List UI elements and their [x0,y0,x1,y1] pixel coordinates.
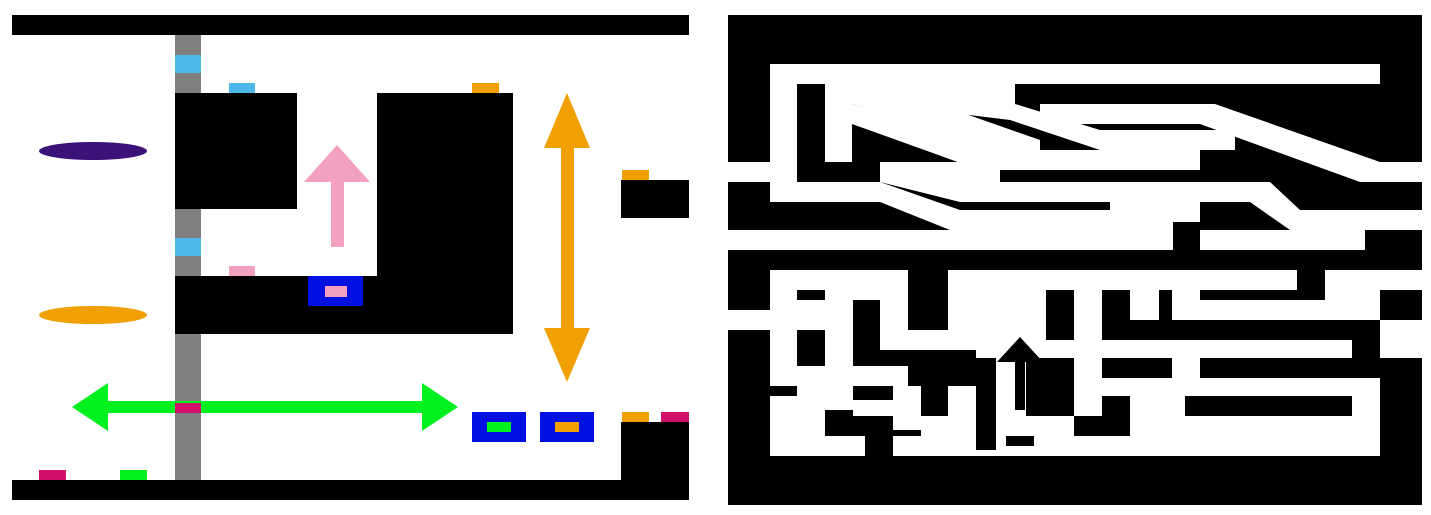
floor-wall [12,480,689,500]
orange-marker-bottom [622,412,649,422]
right-maze-panel [700,0,1431,515]
orange-marker-top [472,83,499,93]
arrow-up-icon [304,145,370,247]
cyan-marker-top [229,83,255,93]
portal-ellipse-icon[interactable] [39,142,147,160]
orange-key [555,422,579,432]
portal-ellipse-icon[interactable] [39,306,147,324]
green-marker-floor [120,470,147,480]
maze-walls [797,222,1352,456]
maze-canvas [728,15,1422,505]
left-level-panel [0,0,700,515]
magenta-marker-bottom-right [661,412,689,422]
orange-marker-ledge [622,170,649,180]
cyan-marker-pole-top [175,55,201,73]
pink-marker [229,266,255,276]
block-tall [377,93,513,334]
magenta-marker-floor [39,470,66,480]
magenta-marker-pole-overlay [175,403,201,413]
block-right-ledge [621,180,689,218]
arrow-up-icon [997,337,1043,410]
left-level-canvas [12,15,689,500]
cyan-marker-pole-middle [175,238,201,256]
green-key [487,422,511,432]
arrow-up-down-icon [544,93,590,382]
block-bottom-right [621,422,689,480]
arrow-left-right-icon [72,383,458,431]
block-upper-left [175,93,297,209]
pink-key [325,286,347,297]
ceiling-wall [12,15,689,35]
